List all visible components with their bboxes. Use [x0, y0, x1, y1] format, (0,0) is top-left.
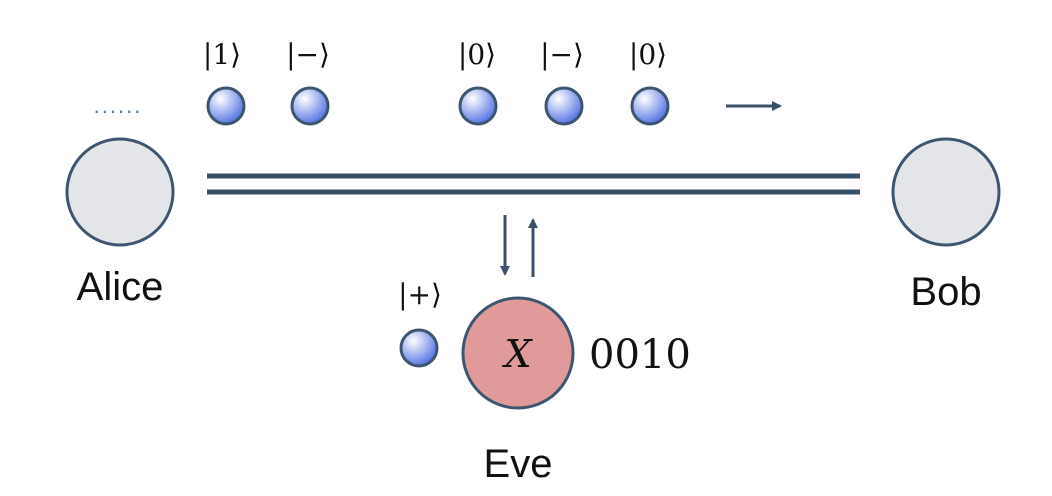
qubit-state-label: |0⟩ — [629, 38, 667, 71]
bob-label: Bob — [910, 270, 981, 314]
quantum-channel — [207, 173, 860, 195]
qubit-state-label: |−⟩ — [286, 38, 330, 71]
bob-node — [891, 137, 1001, 247]
eve-qubit-state-label: |+⟩ — [398, 278, 442, 311]
qubit-state-label: |−⟩ — [540, 38, 584, 71]
eve-label: Eve — [484, 442, 553, 486]
ellipsis: ...... — [94, 93, 143, 118]
qubit — [458, 86, 498, 126]
qubit-stream: |1⟩ |−⟩ |0⟩ |−⟩ |0⟩ — [203, 38, 670, 126]
qubit-state-label: |1⟩ — [203, 38, 241, 71]
eve-operator: X — [501, 332, 533, 376]
qubit — [290, 86, 330, 126]
qubit — [544, 86, 584, 126]
eve-measured-bits: 0010 — [589, 332, 691, 378]
alice-label: Alice — [77, 265, 164, 309]
alice-node — [65, 137, 175, 247]
arrow-down-up-icon — [500, 215, 538, 277]
eve-qubit — [399, 328, 439, 368]
qubit-state-label: |0⟩ — [458, 38, 496, 71]
qubit — [630, 86, 670, 126]
qubit — [206, 86, 246, 126]
eve-node — [461, 296, 575, 410]
